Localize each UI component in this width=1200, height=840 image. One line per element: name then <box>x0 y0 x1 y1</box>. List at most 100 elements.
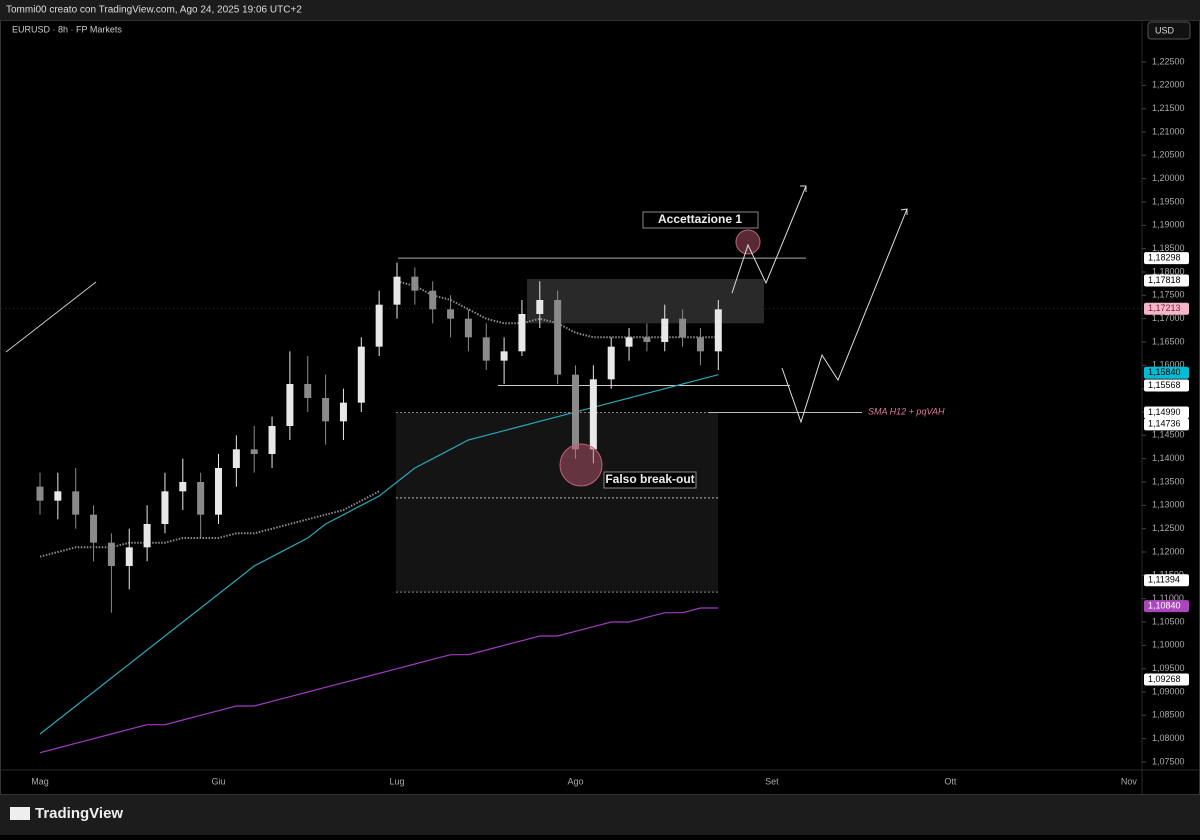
symbol-title: EURUSD · 8h · FP Markets <box>12 24 122 34</box>
candle-body <box>250 449 258 454</box>
candle-body <box>304 384 312 398</box>
candle-body <box>54 491 62 501</box>
y-tick-label: 1,17500 <box>1152 290 1185 300</box>
price-label: 1,15840 <box>1148 367 1181 377</box>
price-label-bg <box>1144 574 1189 587</box>
candle-body <box>197 482 205 515</box>
y-tick-label: 1,22500 <box>1152 56 1185 66</box>
candle-body <box>143 524 151 548</box>
candle-body <box>607 346 615 380</box>
price-label-bg <box>1144 252 1189 265</box>
candle-body <box>36 486 44 501</box>
y-tick-label: 1,21000 <box>1152 126 1185 136</box>
acceptance-box <box>527 279 764 324</box>
candle-body <box>179 482 187 492</box>
y-tick-label: 1,10000 <box>1152 640 1185 650</box>
candle-body <box>696 337 704 352</box>
footer-bar <box>0 795 1200 835</box>
price-label: 1,11394 <box>1148 575 1180 585</box>
y-tick-label: 1,19000 <box>1152 220 1185 230</box>
y-tick-label: 1,07500 <box>1152 756 1185 766</box>
price-label-bg <box>1144 379 1189 392</box>
y-tick-label: 1,18000 <box>1152 266 1185 276</box>
price-label-bg <box>1144 406 1189 419</box>
y-tick-label: 1,16000 <box>1152 360 1185 370</box>
y-tick-label: 1,09500 <box>1152 663 1185 673</box>
price-label-bg <box>1144 600 1189 613</box>
price-label: 1,15568 <box>1148 380 1181 390</box>
y-tick-label: 1,12000 <box>1152 546 1185 556</box>
price-label-bg <box>1144 418 1189 431</box>
price-label: 1,10840 <box>1148 601 1181 611</box>
candle-body <box>268 426 276 454</box>
annotation: Accettazione 1 <box>658 212 742 226</box>
projection-arrow <box>781 208 908 424</box>
candle-body <box>482 337 490 361</box>
candle-body <box>500 351 508 361</box>
y-tick-label: 1,14500 <box>1152 430 1185 440</box>
x-tick-label: Mag <box>31 776 49 786</box>
annotation-box <box>603 471 697 489</box>
candle-body <box>161 491 169 524</box>
annotation: Falso break-out <box>605 472 694 486</box>
logo-text: TradingView <box>35 805 123 822</box>
candle-body <box>429 290 437 310</box>
y-tick-label: 1,16500 <box>1152 336 1185 346</box>
price-label: 1,09268 <box>1148 674 1181 684</box>
candle-body <box>393 276 401 305</box>
candle-body <box>714 309 722 352</box>
logo-icon <box>10 807 30 820</box>
trend-line <box>5 281 97 353</box>
candle-body <box>464 318 472 338</box>
x-tick-label: Ago <box>567 776 583 786</box>
header-text: Tommi00 creato con TradingView.com, Ago … <box>6 5 302 16</box>
y-tick-label: 1,13000 <box>1152 500 1185 510</box>
candle-body <box>447 309 455 319</box>
x-tick-label: Giu <box>211 776 225 786</box>
y-tick-label: 1,22000 <box>1152 80 1185 90</box>
candle-body <box>215 468 222 515</box>
plot: 1,22500 1,22000 1,21500 1,21000 1,20500 1,200… <box>1 56 1189 786</box>
x-tick-label: Lug <box>389 776 404 786</box>
candle-body <box>232 449 240 468</box>
annotation-box <box>642 211 759 229</box>
header-bar <box>0 0 1200 20</box>
candle-body <box>625 337 633 347</box>
annotation: SMA H12 + pqVAH <box>868 406 945 416</box>
candle-body <box>90 514 98 543</box>
candle-body <box>375 304 383 347</box>
price-label-bg <box>1144 302 1189 315</box>
candle-body <box>518 314 526 352</box>
projection-arrow <box>731 185 807 294</box>
candle-body <box>643 337 651 342</box>
y-tick-label: 1,19500 <box>1152 196 1185 206</box>
price-label-bg <box>1144 274 1189 287</box>
price-label: 1,14990 <box>1148 407 1181 417</box>
price-label-bg <box>1144 673 1189 686</box>
candle-body <box>107 542 115 566</box>
y-tick-label: 1,20500 <box>1152 150 1185 160</box>
candle-body <box>536 300 544 314</box>
candle-body <box>572 374 579 450</box>
highlight-circle <box>735 229 761 255</box>
price-label-bg <box>1144 366 1189 379</box>
y-tick-label: 1,21500 <box>1152 103 1185 113</box>
overlay-line <box>39 607 719 754</box>
candle-body <box>339 402 347 422</box>
candle-body <box>286 384 294 426</box>
x-tick-label: Set <box>765 776 779 786</box>
y-tick-label: 1,10500 <box>1152 616 1185 626</box>
y-tick-label: 1,12500 <box>1152 523 1185 533</box>
x-tick-label: Nov <box>1121 776 1138 786</box>
y-tick-label: 1,20000 <box>1152 173 1185 183</box>
candle-body <box>589 379 597 450</box>
y-tick-label: 1,08000 <box>1152 733 1185 743</box>
overlay-line <box>39 490 380 558</box>
x-tick-label: Ott <box>944 776 957 786</box>
candle-body <box>72 491 80 515</box>
y-tick-label: 1,09000 <box>1152 686 1185 696</box>
currency-badge <box>1147 21 1191 40</box>
price-label: 1,17818 <box>1148 275 1181 285</box>
